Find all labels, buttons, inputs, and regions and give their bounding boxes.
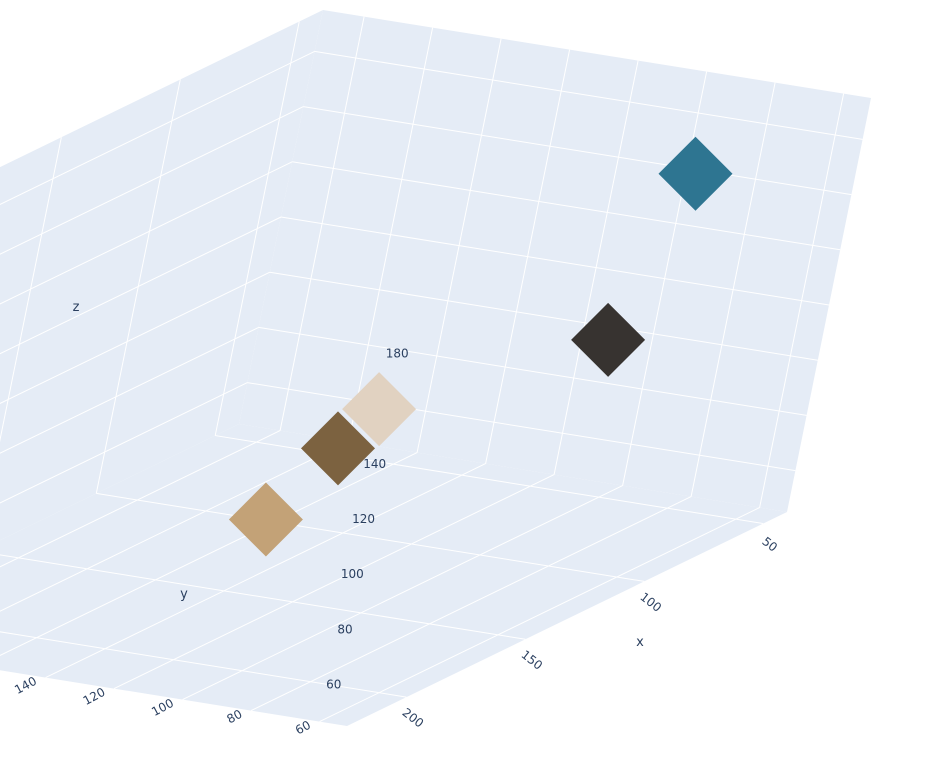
z-tick-label: 180 [386,346,409,360]
x-grid-floor [96,492,645,582]
data-point-marker [342,372,417,447]
x-grid-floor [0,631,407,698]
z-grid-sidewall [0,50,315,205]
data-points [228,136,733,557]
x-tick-label: 100 [637,590,664,615]
z-grid-sidewall [0,161,293,305]
x-axis-title: x [636,635,644,650]
y-grid-floor [182,485,623,701]
z-tick-label: 120 [352,512,375,526]
y-tick-label: 120 [81,685,108,708]
z-grid-sidewall [0,271,271,404]
z-axis-title: z [73,300,80,315]
y-grid-floor [0,452,418,657]
z-tick-label: 100 [341,567,364,581]
z-tick-label: 80 [337,622,352,636]
x-grid-floor [0,554,526,640]
y-grid-floor [0,430,281,568]
y-grid-floor [45,463,486,679]
x-tick-label: 150 [519,648,546,673]
scene-grid [0,16,863,723]
z-grid-backwall [314,50,863,140]
data-point-marker [658,136,733,211]
y-tick-label: 80 [224,707,244,727]
y-grid-floor [113,474,555,690]
y-tick-label: 60 [293,718,313,738]
data-point-marker [228,482,303,557]
x-tick-label: 50 [759,534,780,554]
z-grid-backwall [247,382,796,472]
x-tick-label: 200 [400,705,427,730]
data-point-marker [571,302,646,377]
z-grid-backwall [258,326,807,416]
y-axis-title: y [180,587,188,602]
z-grid-backwall [292,161,841,251]
data-point-marker [301,411,375,486]
z-grid-backwall [280,216,830,306]
z-grid-backwall [303,106,852,196]
y-tick-label: 140 [12,674,39,697]
z-grid-backwall [269,271,818,361]
z-grid-sidewall [0,106,304,255]
y-grid-floor [0,441,349,612]
z-grid-sidewall [0,216,282,355]
y-grid-floor [319,507,760,723]
z-grid-sidewall [0,326,259,454]
scene-panes [0,10,871,726]
z-grid-sidewall [0,382,248,504]
z-tick-label: 60 [326,678,341,692]
y-grid-floor [250,496,692,712]
y-tick-label: 100 [149,696,176,719]
floor-pane [0,424,787,726]
z-tick-label: 140 [363,457,386,471]
